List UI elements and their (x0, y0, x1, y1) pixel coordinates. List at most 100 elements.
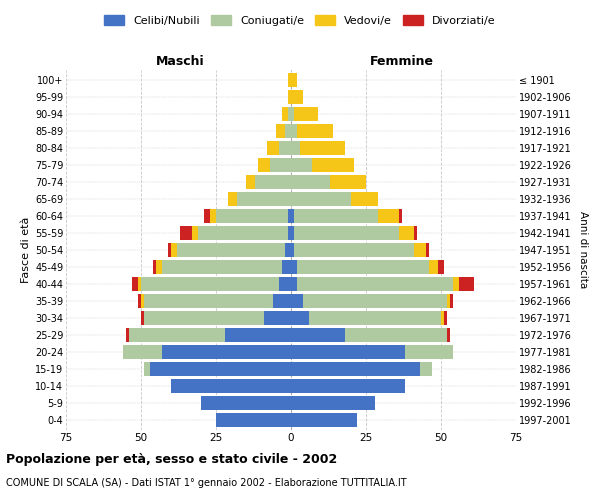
Bar (288, 209, 291, 223)
Bar (291, 141, 300, 155)
Bar (129, 328, 225, 342)
Bar (414, 226, 417, 240)
Bar (255, 175, 291, 189)
Bar (141, 311, 144, 325)
Bar (414, 243, 426, 257)
Bar (291, 413, 357, 427)
Bar (444, 311, 447, 325)
Bar (273, 294, 291, 308)
Bar (330, 175, 366, 189)
Bar (453, 277, 459, 291)
Bar (288, 73, 291, 87)
Bar (291, 192, 351, 206)
Bar (291, 379, 405, 393)
Bar (291, 260, 297, 274)
Bar (447, 294, 450, 308)
Bar (210, 209, 216, 223)
Text: COMUNE DI SCALA (SA) - Dati ISTAT 1° gennaio 2002 - Elaborazione TUTTITALIA.IT: COMUNE DI SCALA (SA) - Dati ISTAT 1° gen… (6, 478, 407, 488)
Bar (438, 260, 444, 274)
Bar (291, 328, 345, 342)
Bar (420, 362, 432, 376)
Bar (291, 362, 420, 376)
Bar (264, 311, 291, 325)
Bar (123, 345, 162, 359)
Bar (429, 260, 438, 274)
Bar (303, 294, 447, 308)
Bar (177, 243, 285, 257)
Bar (291, 175, 330, 189)
Bar (441, 311, 444, 325)
Bar (291, 345, 405, 359)
Bar (399, 209, 402, 223)
Bar (291, 124, 297, 138)
Bar (288, 226, 291, 240)
Bar (291, 294, 303, 308)
Bar (216, 209, 288, 223)
Bar (351, 192, 378, 206)
Bar (291, 158, 312, 172)
Bar (345, 328, 447, 342)
Bar (276, 124, 285, 138)
Bar (168, 243, 171, 257)
Bar (144, 294, 273, 308)
Bar (291, 396, 375, 410)
Bar (447, 328, 450, 342)
Bar (132, 277, 138, 291)
Bar (291, 107, 294, 121)
Bar (291, 226, 294, 240)
Bar (162, 260, 282, 274)
Bar (282, 107, 288, 121)
Bar (141, 294, 144, 308)
Bar (291, 311, 309, 325)
Bar (267, 141, 279, 155)
Bar (294, 243, 414, 257)
Bar (141, 277, 279, 291)
Legend: Celibi/Nubili, Coniugati/e, Vedovi/e, Divorziati/e: Celibi/Nubili, Coniugati/e, Vedovi/e, Di… (100, 10, 500, 30)
Text: Popolazione per età, sesso e stato civile - 2002: Popolazione per età, sesso e stato civil… (6, 452, 337, 466)
Bar (246, 175, 255, 189)
Bar (204, 209, 210, 223)
Bar (378, 209, 399, 223)
Bar (291, 90, 303, 104)
Bar (405, 345, 453, 359)
Bar (399, 226, 414, 240)
Bar (144, 311, 264, 325)
Bar (150, 362, 291, 376)
Bar (291, 277, 297, 291)
Bar (201, 396, 291, 410)
Bar (228, 192, 237, 206)
Bar (138, 294, 141, 308)
Bar (297, 124, 333, 138)
Bar (285, 124, 291, 138)
Bar (309, 311, 441, 325)
Bar (153, 260, 156, 274)
Bar (138, 277, 141, 291)
Bar (297, 277, 453, 291)
Bar (258, 158, 270, 172)
Bar (294, 107, 318, 121)
Bar (294, 209, 378, 223)
Y-axis label: Anni di nascita: Anni di nascita (578, 212, 589, 288)
Bar (192, 226, 198, 240)
Bar (126, 328, 129, 342)
Bar (288, 107, 291, 121)
Bar (291, 209, 294, 223)
Bar (279, 141, 291, 155)
Bar (300, 141, 345, 155)
Bar (279, 277, 291, 291)
Text: Maschi: Maschi (155, 56, 205, 68)
Bar (171, 243, 177, 257)
Bar (216, 413, 291, 427)
Bar (450, 294, 453, 308)
Bar (312, 158, 354, 172)
Bar (171, 379, 291, 393)
Bar (156, 260, 162, 274)
Bar (225, 328, 291, 342)
Bar (282, 260, 291, 274)
Bar (294, 226, 399, 240)
Bar (162, 345, 291, 359)
Bar (297, 260, 429, 274)
Bar (426, 243, 429, 257)
Y-axis label: Fasce di età: Fasce di età (20, 217, 31, 283)
Bar (237, 192, 291, 206)
